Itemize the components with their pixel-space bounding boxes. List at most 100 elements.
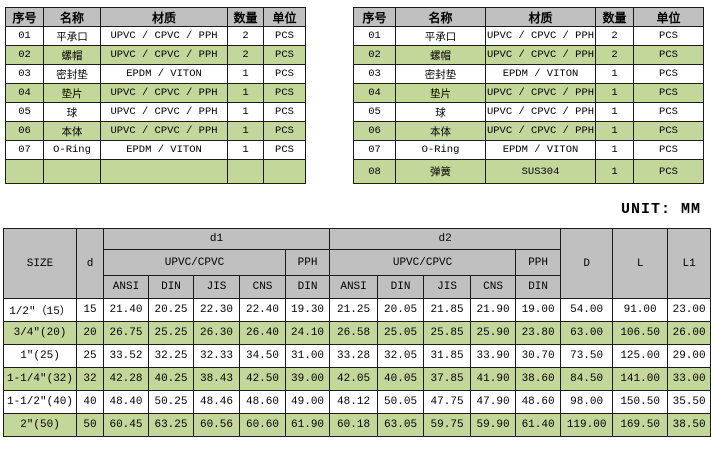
cell: 21.25 — [329, 298, 379, 322]
cell — [227, 159, 264, 184]
column-group-d2: d2 — [329, 228, 562, 250]
cell: O-Ring — [395, 140, 486, 160]
cell: 60.60 — [239, 413, 286, 437]
cell: 21.40 — [103, 298, 149, 322]
table-row-empty — [5, 159, 306, 184]
column-header-d: d — [76, 228, 104, 299]
cell: 50.05 — [377, 390, 425, 414]
cell: 01 — [5, 26, 44, 46]
cell: 03 — [5, 64, 44, 84]
cell: 47.90 — [470, 390, 517, 414]
cell: PCS — [633, 26, 704, 46]
cell: 60.45 — [103, 413, 149, 437]
cell: 1 — [227, 64, 264, 84]
cell: 1 — [227, 121, 264, 141]
size-cell: 2″(50) — [3, 413, 77, 437]
table-row: 01 平承口 UPVC / CPVC / PPH 2 PCS — [5, 26, 306, 46]
table-row: 04 垫片 UPVC / CPVC / PPH 1 PCS — [5, 83, 306, 103]
cell: 04 — [5, 83, 44, 103]
column-header-no: 序号 — [353, 7, 396, 27]
column-header-d2-din: DIN — [377, 275, 425, 299]
column-header-name: 名称 — [395, 7, 486, 27]
cell: 48.60 — [515, 390, 562, 414]
cell: UPVC / CPVC / PPH — [485, 121, 596, 141]
cell: 33.28 — [329, 344, 379, 368]
table-row: 07 O-Ring EPDM / VITON 1 PCS — [5, 140, 306, 160]
cell: 07 — [5, 140, 44, 160]
column-header-unit: 单位 — [633, 7, 704, 27]
cell: 1 — [595, 140, 634, 160]
cell: 41.90 — [470, 367, 517, 391]
cell: UPVC / CPVC / PPH — [485, 83, 596, 103]
cell: 42.28 — [103, 367, 149, 391]
cell: O-Ring — [43, 140, 101, 160]
cell: 38.43 — [193, 367, 240, 391]
column-header-D: D — [560, 228, 614, 299]
column-header-d2-jis: JIS — [423, 275, 472, 299]
table-row: 07 O-Ring EPDM / VITON 1 PCS — [353, 140, 704, 160]
cell: 25 — [76, 344, 104, 368]
cell: 本体 — [395, 121, 486, 141]
cell: 37.85 — [423, 367, 472, 391]
cell: 1 — [227, 83, 264, 103]
cell: 1 — [595, 102, 634, 122]
cell: 平承口 — [395, 26, 486, 46]
dims-row: 2″(50) 50 60.45 63.25 60.56 60.60 61.90 … — [3, 413, 711, 437]
dims-row: 3/4″(20) 20 26.75 25.25 26.30 26.40 24.1… — [3, 321, 711, 345]
column-group-d2-upvc-cpvc: UPVC/CPVC — [329, 249, 517, 276]
cell: 59.90 — [470, 413, 517, 437]
cell: 垫片 — [43, 83, 101, 103]
cell: 20.05 — [377, 298, 425, 322]
dims-row: 1-1/2″(40) 40 48.40 50.25 48.46 48.60 49… — [3, 390, 711, 414]
cell — [100, 159, 228, 184]
column-header-d1-pph-din: DIN — [284, 275, 331, 299]
parts-right-header-row: 序号 名称 材质 数量 单位 — [353, 7, 704, 27]
cell: 30.70 — [515, 344, 562, 368]
cell: 29.00 — [667, 344, 711, 368]
cell: 50 — [76, 413, 104, 437]
cell: 141.00 — [612, 367, 669, 391]
size-cell: 1″(25) — [3, 344, 77, 368]
cell: 05 — [5, 102, 44, 122]
cell: 84.50 — [560, 367, 614, 391]
table-row: 03 密封垫 EPDM / VITON 1 PCS — [353, 64, 704, 84]
cell: 38.60 — [515, 367, 562, 391]
cell: 33.52 — [103, 344, 149, 368]
cell: 1 — [595, 64, 634, 84]
cell: UPVC / CPVC / PPH — [485, 102, 596, 122]
cell: 1 — [595, 159, 634, 184]
cell: 42.05 — [329, 367, 379, 391]
cell: 螺帽 — [395, 45, 486, 65]
cell: 04 — [353, 83, 396, 103]
cell: PCS — [633, 102, 704, 122]
column-header-qty: 数量 — [227, 7, 264, 27]
column-group-d2-pph: PPH — [515, 249, 562, 276]
cell: 25.25 — [148, 321, 194, 345]
cell: 119.00 — [560, 413, 614, 437]
cell: 2 — [595, 45, 634, 65]
cell: EPDM / VITON — [100, 140, 228, 160]
column-group-d1-pph: PPH — [284, 249, 331, 276]
cell: 平承口 — [43, 26, 101, 46]
cell: 21.90 — [470, 298, 517, 322]
cell: 07 — [353, 140, 396, 160]
table-row: 02 螺帽 UPVC / CPVC / PPH 2 PCS — [5, 45, 306, 65]
cell: 球 — [395, 102, 486, 122]
cell: 40.25 — [148, 367, 194, 391]
cell: 54.00 — [560, 298, 614, 322]
cell: 球 — [43, 102, 101, 122]
cell: 垫片 — [395, 83, 486, 103]
cell: PCS — [263, 45, 306, 65]
cell: PCS — [263, 121, 306, 141]
table-row: 05 球 UPVC / CPVC / PPH 1 PCS — [353, 102, 704, 122]
cell: 20.25 — [148, 298, 194, 322]
column-header-L1: L1 — [667, 228, 711, 299]
cell: 39.00 — [284, 367, 331, 391]
cell: 49.00 — [284, 390, 331, 414]
column-group-d1-upvc-cpvc: UPVC/CPVC — [103, 249, 286, 276]
column-header-d1-ansi: ANSI — [103, 275, 149, 299]
cell: 32.05 — [377, 344, 425, 368]
column-header-d1-din: DIN — [148, 275, 194, 299]
table-row: 08 弹簧 SUS304 1 PCS — [353, 159, 704, 184]
